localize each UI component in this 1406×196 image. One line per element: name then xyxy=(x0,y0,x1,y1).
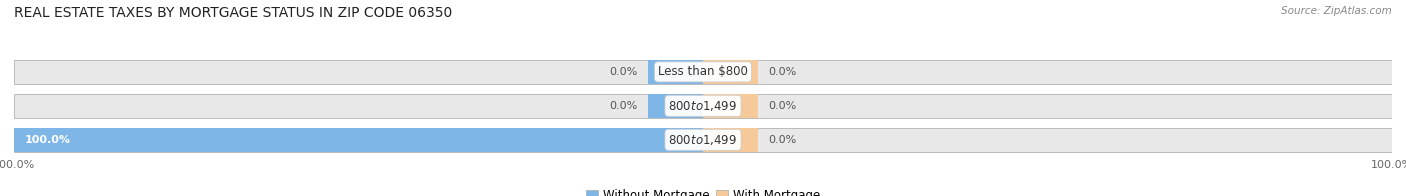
Bar xyxy=(14,128,1392,152)
Bar xyxy=(14,60,1392,84)
Bar xyxy=(703,128,758,152)
Legend: Without Mortgage, With Mortgage: Without Mortgage, With Mortgage xyxy=(581,184,825,196)
Text: $800 to $1,499: $800 to $1,499 xyxy=(668,133,738,147)
Text: 0.0%: 0.0% xyxy=(609,67,637,77)
Text: 0.0%: 0.0% xyxy=(769,101,797,111)
Bar xyxy=(648,94,703,118)
Text: Source: ZipAtlas.com: Source: ZipAtlas.com xyxy=(1281,6,1392,16)
Text: REAL ESTATE TAXES BY MORTGAGE STATUS IN ZIP CODE 06350: REAL ESTATE TAXES BY MORTGAGE STATUS IN … xyxy=(14,6,453,20)
Bar xyxy=(703,60,758,84)
Text: Less than $800: Less than $800 xyxy=(658,65,748,78)
Bar xyxy=(14,94,1392,118)
Bar xyxy=(14,128,703,152)
Text: 100.0%: 100.0% xyxy=(24,135,70,145)
Bar xyxy=(648,60,703,84)
Text: 0.0%: 0.0% xyxy=(769,67,797,77)
Text: $800 to $1,499: $800 to $1,499 xyxy=(668,99,738,113)
Text: 0.0%: 0.0% xyxy=(609,101,637,111)
Bar xyxy=(703,94,758,118)
Text: 0.0%: 0.0% xyxy=(769,135,797,145)
